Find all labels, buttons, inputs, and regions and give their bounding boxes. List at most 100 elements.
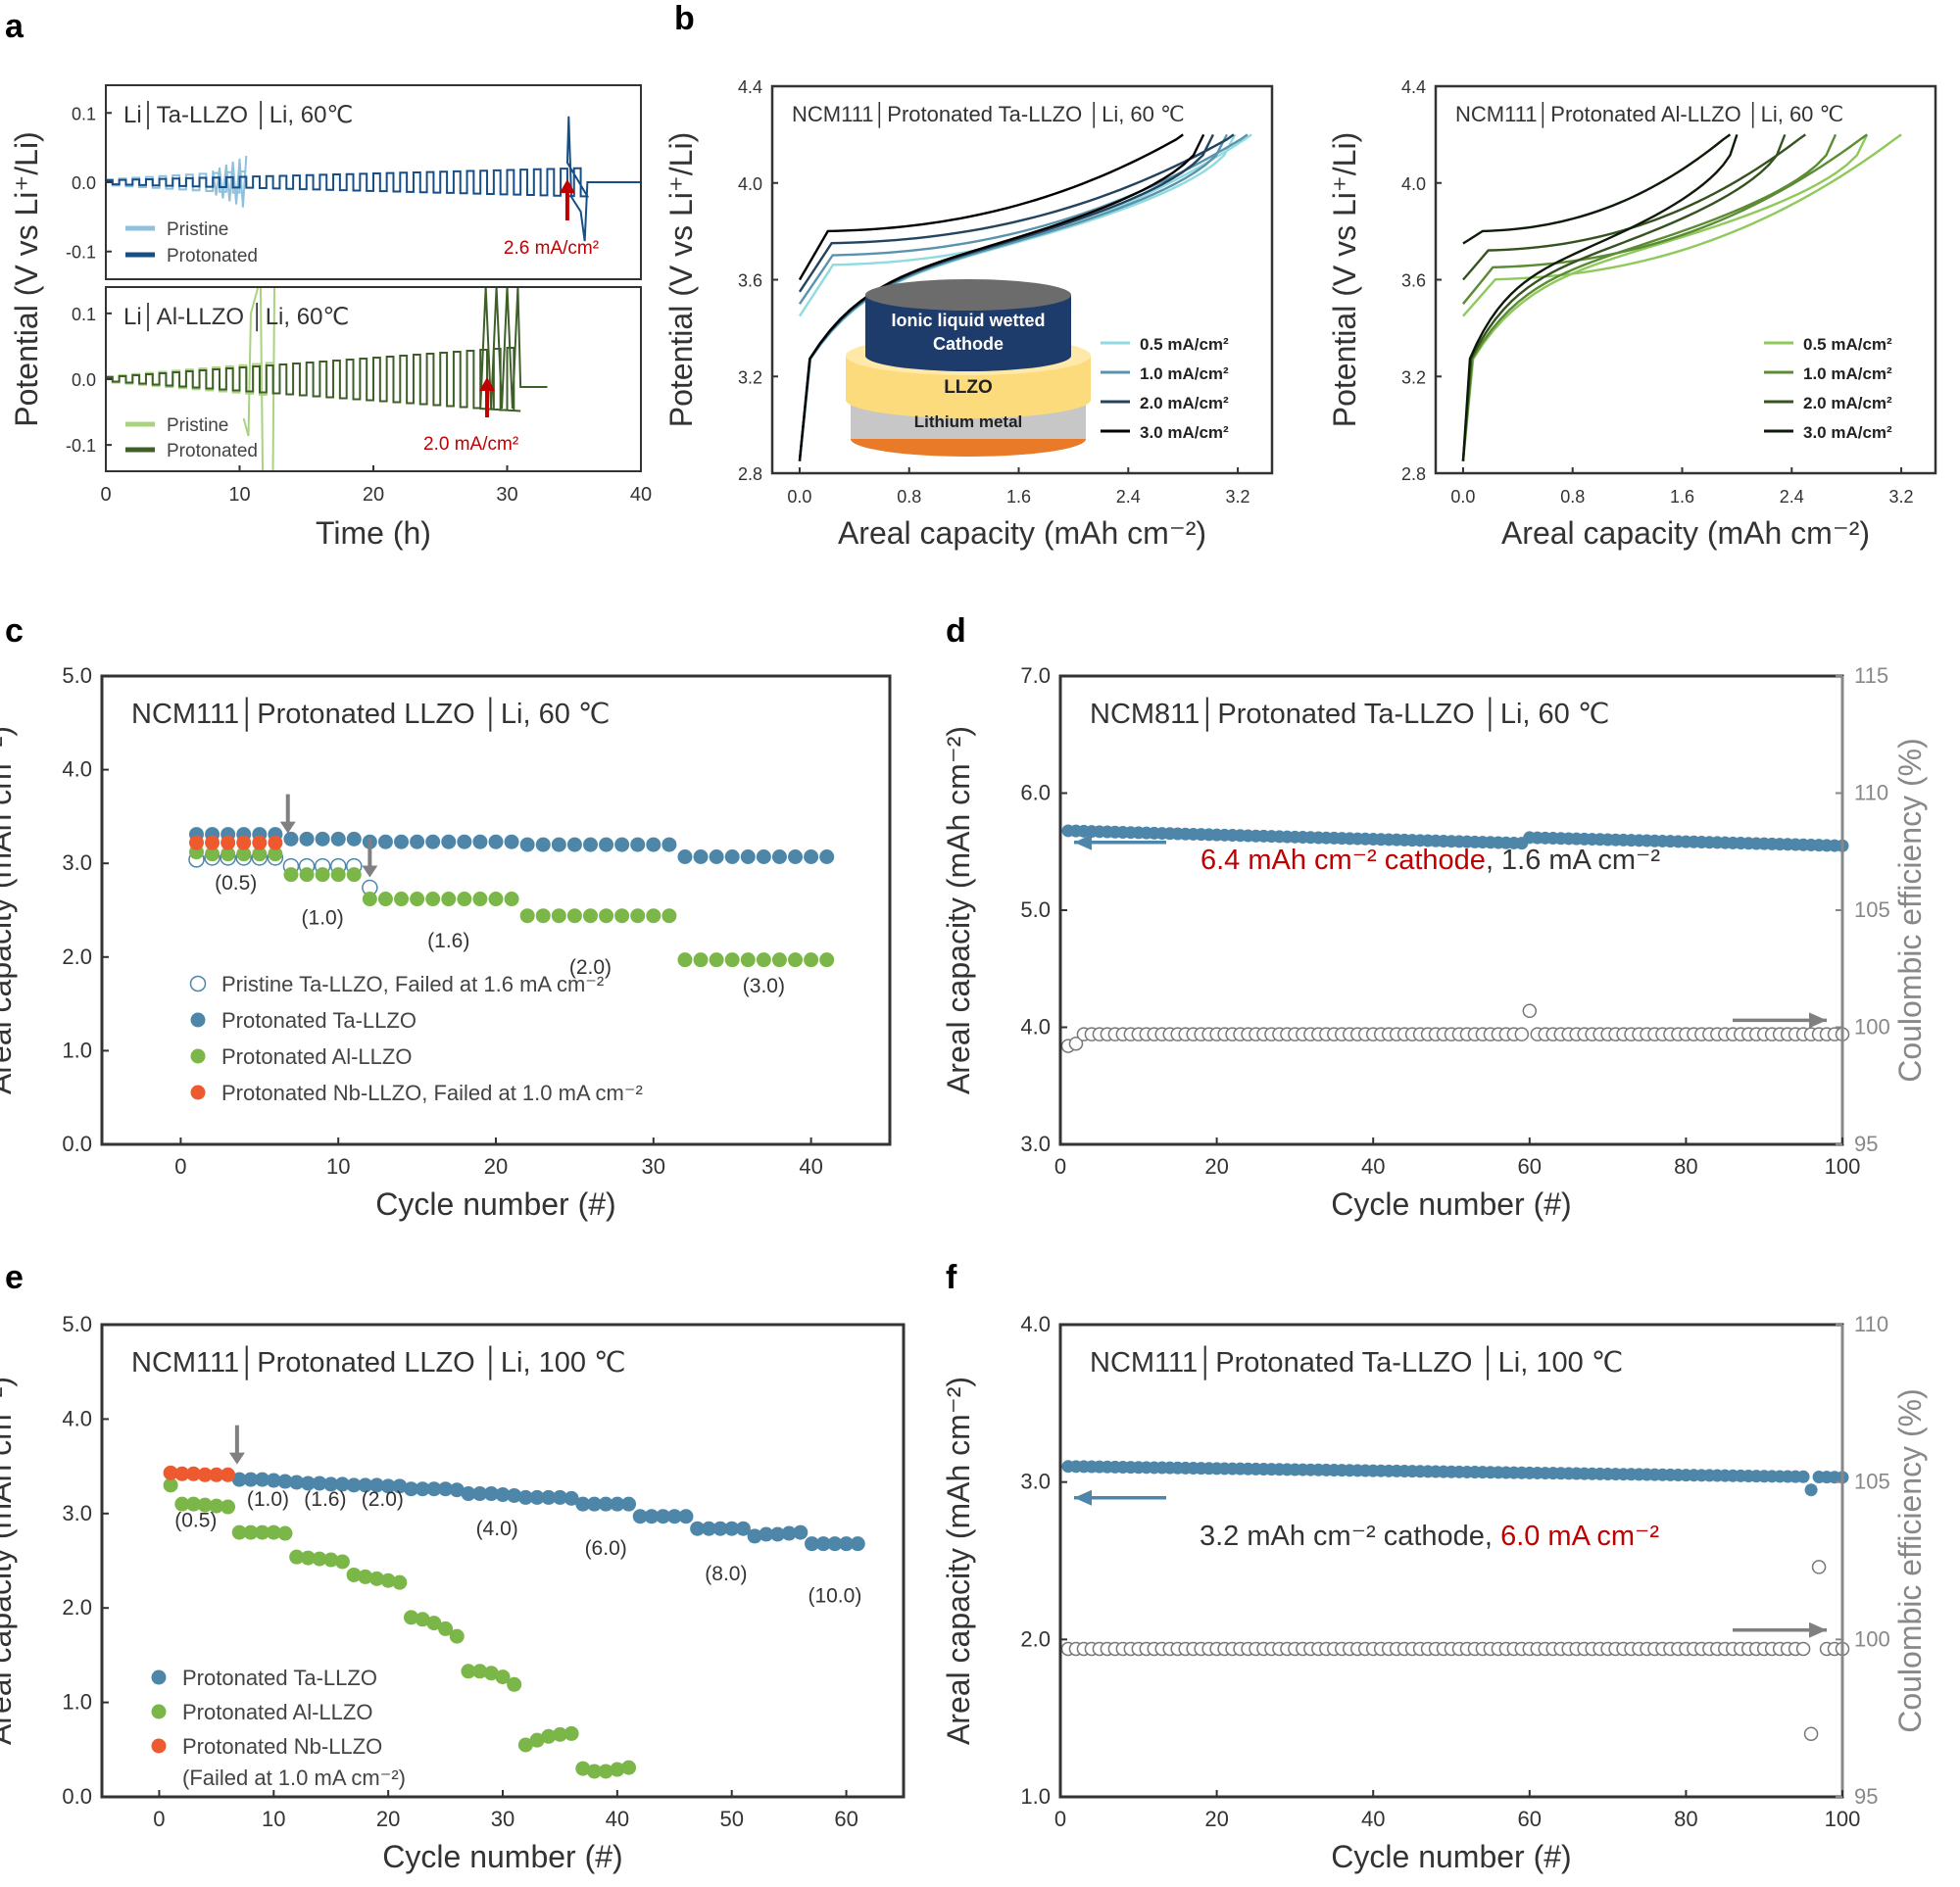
data-point-al	[266, 1524, 281, 1540]
data-point-nb	[209, 1467, 224, 1482]
x-tick-label: 30	[491, 1807, 514, 1831]
data-point-al	[488, 892, 504, 907]
y-tick-label: 4.0	[1020, 1015, 1051, 1040]
data-point-al	[312, 1551, 327, 1567]
data-point-al	[334, 1554, 350, 1570]
legend-marker	[190, 1048, 206, 1064]
y2-tick-label: 105	[1854, 897, 1890, 922]
x-tick-label: 40	[606, 1807, 629, 1831]
data-point-ta	[283, 831, 299, 847]
charge-curve	[1462, 133, 1732, 245]
y-tick-label: 1.0	[62, 1690, 92, 1715]
data-point-al	[472, 1664, 488, 1679]
charge-curve	[798, 133, 1184, 281]
data-point-ta	[575, 1496, 591, 1512]
charge-curve	[1462, 133, 1806, 281]
data-point-al	[541, 1728, 557, 1744]
arrow-head	[1809, 1012, 1827, 1029]
y-tick-label: -0.1	[66, 243, 96, 263]
rate-label: (4.0)	[476, 1518, 518, 1540]
data-point-ta	[662, 837, 677, 852]
data-point-al	[582, 908, 598, 924]
ce-point	[1514, 1027, 1530, 1041]
x-tick-label: 10	[326, 1154, 350, 1179]
x-tick-label: 20	[1204, 1154, 1228, 1179]
chart-c: Pristine Ta-LLZO, Failed at 1.6 mA cm⁻² P…	[0, 663, 892, 1222]
data-point-ta	[819, 849, 835, 865]
y2-tick-label: 95	[1854, 1784, 1878, 1809]
y-axis-label: Potential (V vs Li⁺/Li)	[1327, 132, 1362, 427]
data-point-al	[610, 1762, 625, 1777]
data-point-ta	[735, 1521, 751, 1536]
legend-label: 2.0 mA/cm²	[1140, 394, 1229, 412]
data-point-ta	[827, 1536, 843, 1552]
data-point-al	[346, 867, 362, 883]
data-point-ta	[690, 1521, 706, 1536]
legend-label: 0.5 mA/cm²	[1803, 335, 1892, 354]
y-tick-label: 0.0	[72, 173, 96, 193]
legend-label: 3.0 mA/cm²	[1140, 423, 1229, 442]
data-point-nb	[163, 1465, 178, 1480]
data-point-nb	[220, 1467, 236, 1482]
subplot-title: Li│Al-LLZO │Li, 60℃	[123, 303, 349, 332]
legend-label: Protonated Al-LLZO	[221, 1044, 412, 1069]
y-tick-label: -0.1	[66, 436, 96, 456]
data-point-ta	[472, 1486, 488, 1502]
y-tick-label: 4.0	[62, 1406, 92, 1430]
data-point-ta	[566, 837, 582, 852]
panel-label-e: e	[5, 1259, 24, 1296]
rate-label: (1.6)	[304, 1488, 346, 1511]
data-point-ta	[300, 1476, 316, 1491]
data-point-al	[771, 952, 787, 968]
y-tick-label: 4.4	[738, 77, 762, 97]
ce-point	[1811, 1560, 1827, 1574]
data-point-al	[457, 892, 472, 907]
legend-label: (Failed at 1.0 mA cm⁻²)	[182, 1766, 406, 1790]
data-point-al	[621, 1760, 637, 1775]
data-point-al	[756, 952, 771, 968]
data-point-al	[586, 1764, 602, 1779]
legend-marker	[189, 975, 207, 992]
x-axis-label: Time (h)	[316, 515, 431, 551]
data-point-al	[426, 1616, 442, 1631]
data-point-al	[740, 952, 756, 968]
data-point-ta	[392, 1478, 408, 1494]
data-point-al	[410, 892, 425, 907]
data-point-al	[819, 952, 835, 968]
data-point-ta	[646, 837, 662, 852]
data-point-ta	[759, 1526, 774, 1542]
data-point-al	[415, 1612, 430, 1627]
discharge-curve	[1461, 133, 1869, 461]
chart-e: Protonated Ta-LLZO Protonated Al-LLZO Prot…	[0, 1312, 906, 1874]
data-point-ta	[368, 1477, 384, 1493]
data-point-al	[283, 867, 299, 883]
annotation-arrow-head	[479, 377, 496, 391]
data-point-ta	[644, 1509, 660, 1524]
y-tick-label: 4.0	[1401, 174, 1426, 194]
data-point-ta	[724, 849, 740, 865]
x-axis-label: Cycle number (#)	[382, 1839, 622, 1874]
y2-tick-label: 110	[1854, 781, 1888, 805]
data-point-al	[236, 847, 252, 862]
data-point-ta	[415, 1481, 430, 1497]
chart-f: 0 20 40 60 80 1001.02.03.04.095100105110NCM11…	[941, 1312, 1928, 1874]
data-point-ta	[404, 1481, 419, 1497]
data-point-ta	[472, 834, 488, 849]
y2-tick-label: 100	[1854, 1015, 1890, 1040]
rate-label: (10.0)	[808, 1584, 861, 1607]
subplot-title: NCM111│Protonated Ta-LLZO │Li, 60 ℃	[792, 101, 1185, 128]
data-point-al	[507, 1676, 522, 1692]
subplot-a_bot: 0.1 0.0 -0.1 0 10 20 30 40 Li│Al-LLZO │Li, 60℃ Pr…	[66, 286, 652, 506]
data-point-al	[220, 847, 236, 862]
y-tick-label: 1.0	[62, 1038, 92, 1062]
y-tick-label: 5.0	[62, 663, 92, 688]
data-point-al	[220, 1499, 236, 1515]
data-point-ta	[483, 1486, 499, 1502]
data-point-ta	[529, 1489, 545, 1505]
data-point-al	[394, 892, 410, 907]
data-point-ta	[441, 834, 457, 849]
data-point-al	[461, 1664, 476, 1679]
plot-frame	[100, 674, 892, 1146]
data-point-ta	[504, 834, 519, 849]
